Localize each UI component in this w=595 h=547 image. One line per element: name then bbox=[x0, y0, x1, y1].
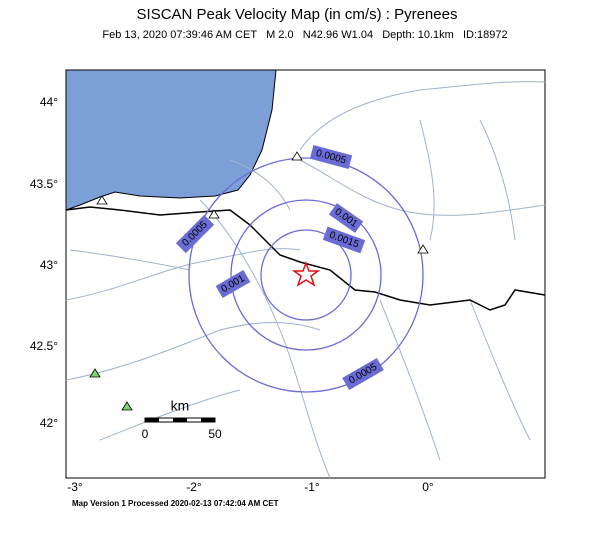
lat-label: 42.5° bbox=[30, 339, 58, 353]
lat-label: 43° bbox=[40, 258, 58, 272]
lon-label: -3° bbox=[67, 480, 83, 494]
sea bbox=[65, 69, 277, 211]
contour bbox=[188, 157, 424, 393]
epicenter bbox=[291, 260, 321, 287]
lat-label: 42° bbox=[40, 416, 58, 430]
contour-label: 0.0005 bbox=[309, 145, 353, 169]
rivers bbox=[65, 81, 546, 479]
border bbox=[65, 206, 546, 311]
subtitle: Feb 13, 2020 07:39:46 AM CET M 2.0 N42.9… bbox=[102, 29, 507, 41]
footer: Map Version 1 Processed 2020-02-13 07:42… bbox=[72, 499, 279, 508]
scale-end: 50 bbox=[208, 427, 222, 441]
map: 0.0005 0.001 0.0015 0.0005 0.001 0.0005 … bbox=[65, 69, 546, 479]
lon-labels: -3° -2° -1° 0° bbox=[67, 480, 434, 494]
scale-bar: km 0 50 bbox=[142, 398, 222, 441]
title: SISCAN Peak Velocity Map (in cm/s) : Pyr… bbox=[137, 6, 458, 23]
lat-label: 44° bbox=[40, 95, 58, 109]
lon-label: 0° bbox=[422, 480, 434, 494]
lon-label: -2° bbox=[186, 480, 202, 494]
contour bbox=[260, 229, 352, 321]
lon-label: -1° bbox=[304, 480, 320, 494]
scale-unit: km bbox=[171, 398, 190, 414]
lat-label: 43.5° bbox=[30, 177, 58, 191]
contour bbox=[230, 199, 382, 351]
lat-labels: 44° 43.5° 43° 42.5° 42° bbox=[30, 95, 58, 430]
stations bbox=[89, 151, 429, 411]
scale-start: 0 bbox=[142, 427, 149, 441]
